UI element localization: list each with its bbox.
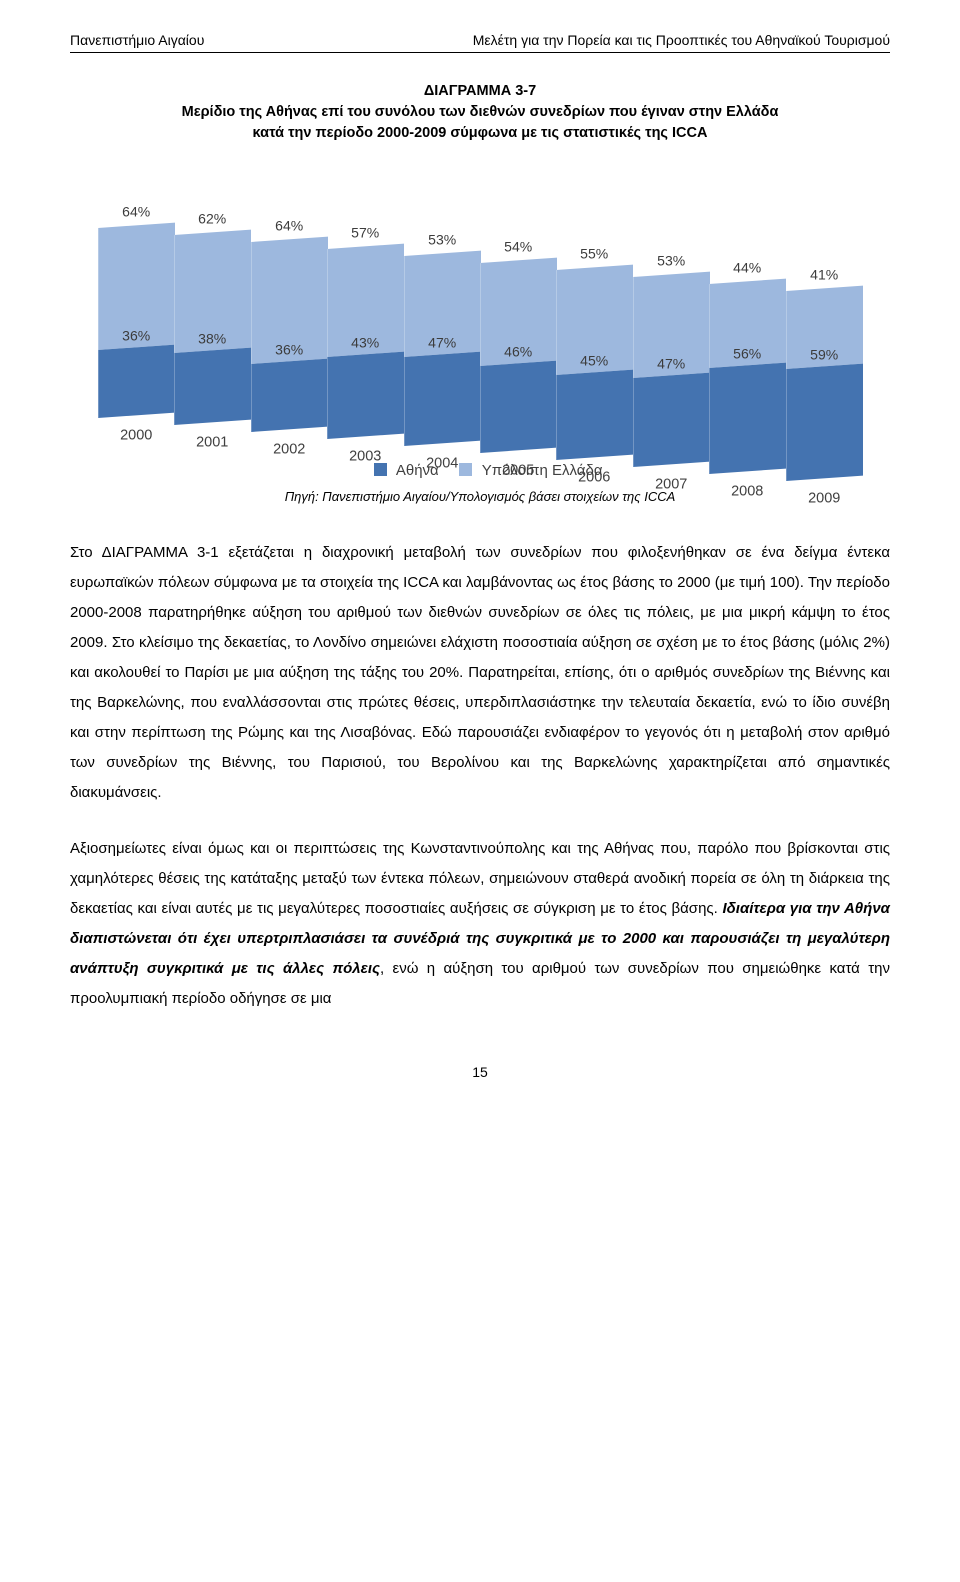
chart-year-label: 2000 [98,427,174,443]
chart-value-top: 55% [556,245,632,261]
paragraph-1: Στο ΔΙΑΓΡΑΜΜΑ 3-1 εξετάζεται η διαχρονικ… [70,538,890,808]
chart-value-top: 53% [404,231,480,247]
chart-column: 64%36%2000 [98,223,174,418]
figure-title-line1: ΔΙΑΓΡΑΜΜΑ 3-7 [70,81,890,102]
chart-value-bot: 36% [251,341,327,357]
chart-column: 41%59%2009 [786,286,862,481]
chart-year-label: 2001 [174,434,250,450]
chart-year-label: 2002 [251,441,327,457]
chart-value-top: 64% [98,203,174,219]
chart-value-top: 62% [174,210,250,226]
chart-year-label: 2009 [786,490,862,506]
figure-title: ΔΙΑΓΡΑΜΜΑ 3-7 Μερίδιο της Αθήνας επί του… [70,81,890,144]
chart-value-bot: 47% [633,355,709,371]
chart-value-bot: 59% [786,346,862,362]
chart-column: 57%43%2003 [327,244,403,439]
chart-column: 54%46%2005 [480,258,556,453]
chart-segment-athens [327,352,404,439]
chart-column: 44%56%2008 [709,279,785,474]
legend-swatch-athens [374,463,387,476]
chart-value-bot: 46% [480,343,556,359]
chart-value-top: 57% [327,224,403,240]
chart-column: 64%36%2002 [251,237,327,432]
chart-value-bot: 36% [98,327,174,343]
chart-column: 53%47%2007 [633,272,709,467]
chart-year-label: 2004 [404,455,480,471]
chart-year-label: 2007 [633,476,709,492]
chart-segment-athens [251,358,328,432]
chart-container: 64%36%200062%38%200164%36%200257%43%2003… [98,158,862,504]
chart-value-top: 53% [633,252,709,268]
page-header: Πανεπιστήμιο Αιγαίου Μελέτη για την Πορε… [70,32,890,53]
chart-value-top: 41% [786,266,862,282]
chart-value-bot: 43% [327,335,403,351]
chart-year-label: 2003 [327,448,403,464]
chart-segment-athens [404,351,481,446]
chart-value-bot: 47% [404,334,480,350]
chart-segment-athens [786,364,863,482]
chart-segment-athens [98,344,175,418]
chart-value-top: 44% [709,259,785,275]
header-left: Πανεπιστήμιο Αιγαίου [70,32,204,48]
chart-value-bot: 45% [556,352,632,368]
chart-segment-athens [174,347,251,425]
header-right: Μελέτη για την Πορεία και τις Προοπτικές… [473,32,890,48]
chart-column: 62%38%2001 [174,230,250,425]
chart-year-label: 2008 [709,483,785,499]
chart-value-top: 54% [480,238,556,254]
page-number: 15 [70,1064,890,1080]
chart-column: 53%47%2004 [404,251,480,446]
chart-segment-athens [633,372,710,467]
paragraph-2: Αξιοσημείωτες είναι όμως και οι περιπτώσ… [70,834,890,1014]
chart-value-bot: 38% [174,330,250,346]
chart-value-top: 64% [251,217,327,233]
chart-value-bot: 56% [709,345,785,361]
chart-year-label: 2005 [480,462,556,478]
chart-year-label: 2006 [556,469,632,485]
figure-title-line3: κατά την περίοδο 2000-2009 σύμφωνα με τι… [70,123,890,144]
chart-area: 64%36%200062%38%200164%36%200257%43%2003… [98,158,862,418]
chart-segment-athens [556,369,633,460]
chart-column: 55%45%2006 [556,265,632,460]
chart-segment-athens [480,360,557,453]
chart-segment-athens [709,362,786,474]
figure-title-line2: Μερίδιο της Αθήνας επί του συνόλου των δ… [70,102,890,123]
